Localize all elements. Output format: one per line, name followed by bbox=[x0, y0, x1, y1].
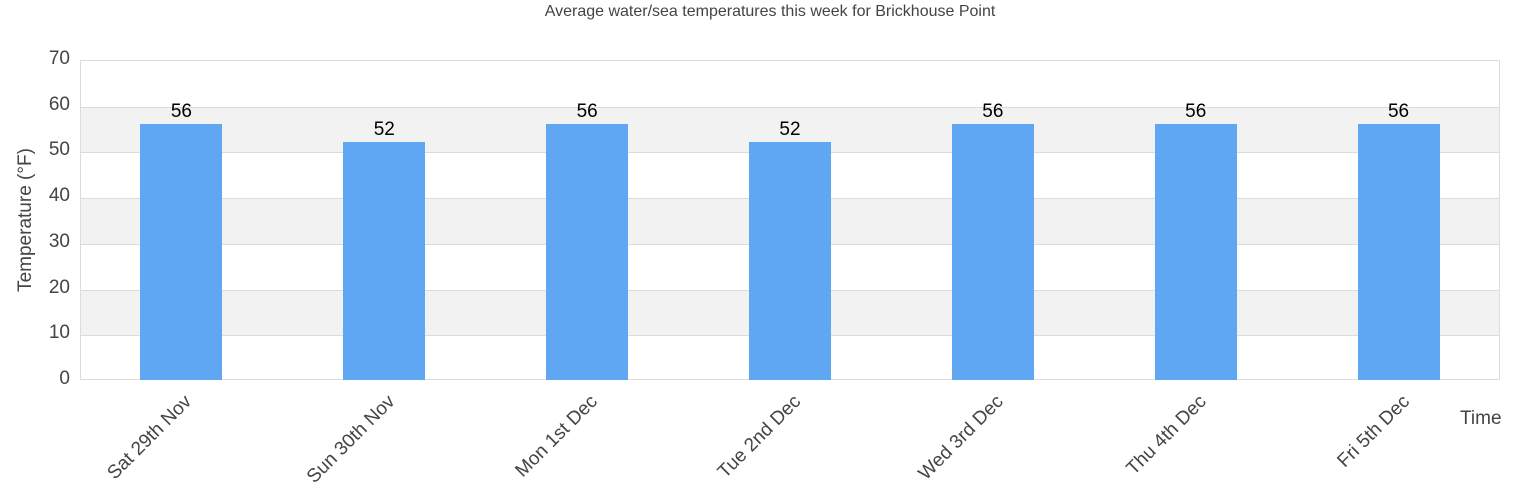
bar[interactable] bbox=[1357, 124, 1440, 380]
bar-value-label: 56 bbox=[576, 101, 598, 122]
x-tick-label: Wed 3rd Dec bbox=[914, 391, 1008, 485]
y-axis-label: Temperature (°F) bbox=[15, 148, 36, 292]
x-tick-label: Tue 2nd Dec bbox=[713, 391, 806, 483]
y-tick-label: 40 bbox=[48, 185, 70, 207]
x-tick-label: Thu 4th Dec bbox=[1122, 391, 1211, 480]
bar-value-label: 56 bbox=[170, 101, 192, 122]
x-tick-label: Mon 1st Dec bbox=[511, 391, 602, 482]
bar[interactable] bbox=[546, 124, 629, 380]
bar[interactable] bbox=[343, 142, 426, 380]
x-tick-label: Sun 30th Nov bbox=[303, 391, 400, 488]
x-tick-label: Sat 29th Nov bbox=[103, 391, 197, 484]
bar-value-label: 52 bbox=[373, 119, 395, 141]
x-axis-label: Time bbox=[1460, 408, 1502, 429]
bar[interactable] bbox=[951, 124, 1034, 380]
chart-title: Average water/sea temperatures this week… bbox=[544, 3, 996, 20]
y-tick-label: 70 bbox=[48, 48, 70, 69]
y-tick-label: 10 bbox=[48, 322, 70, 344]
bar-value-label: 56 bbox=[1185, 101, 1207, 122]
y-tick-label: 30 bbox=[48, 230, 70, 252]
y-tick-label: 60 bbox=[48, 93, 70, 115]
y-tick-label: 50 bbox=[48, 139, 70, 161]
y-tick-label: 0 bbox=[59, 368, 70, 389]
bar-value-label: 52 bbox=[779, 119, 801, 141]
bar-value-label: 56 bbox=[982, 101, 1004, 122]
bar-value-label: 56 bbox=[1387, 101, 1410, 122]
bar[interactable] bbox=[749, 142, 831, 380]
gridline bbox=[81, 106, 1499, 108]
bar[interactable] bbox=[140, 124, 223, 380]
y-tick-label: 20 bbox=[48, 276, 70, 298]
x-tick-label: Fri 5th Dec bbox=[1333, 391, 1414, 472]
bar[interactable] bbox=[1154, 124, 1237, 380]
